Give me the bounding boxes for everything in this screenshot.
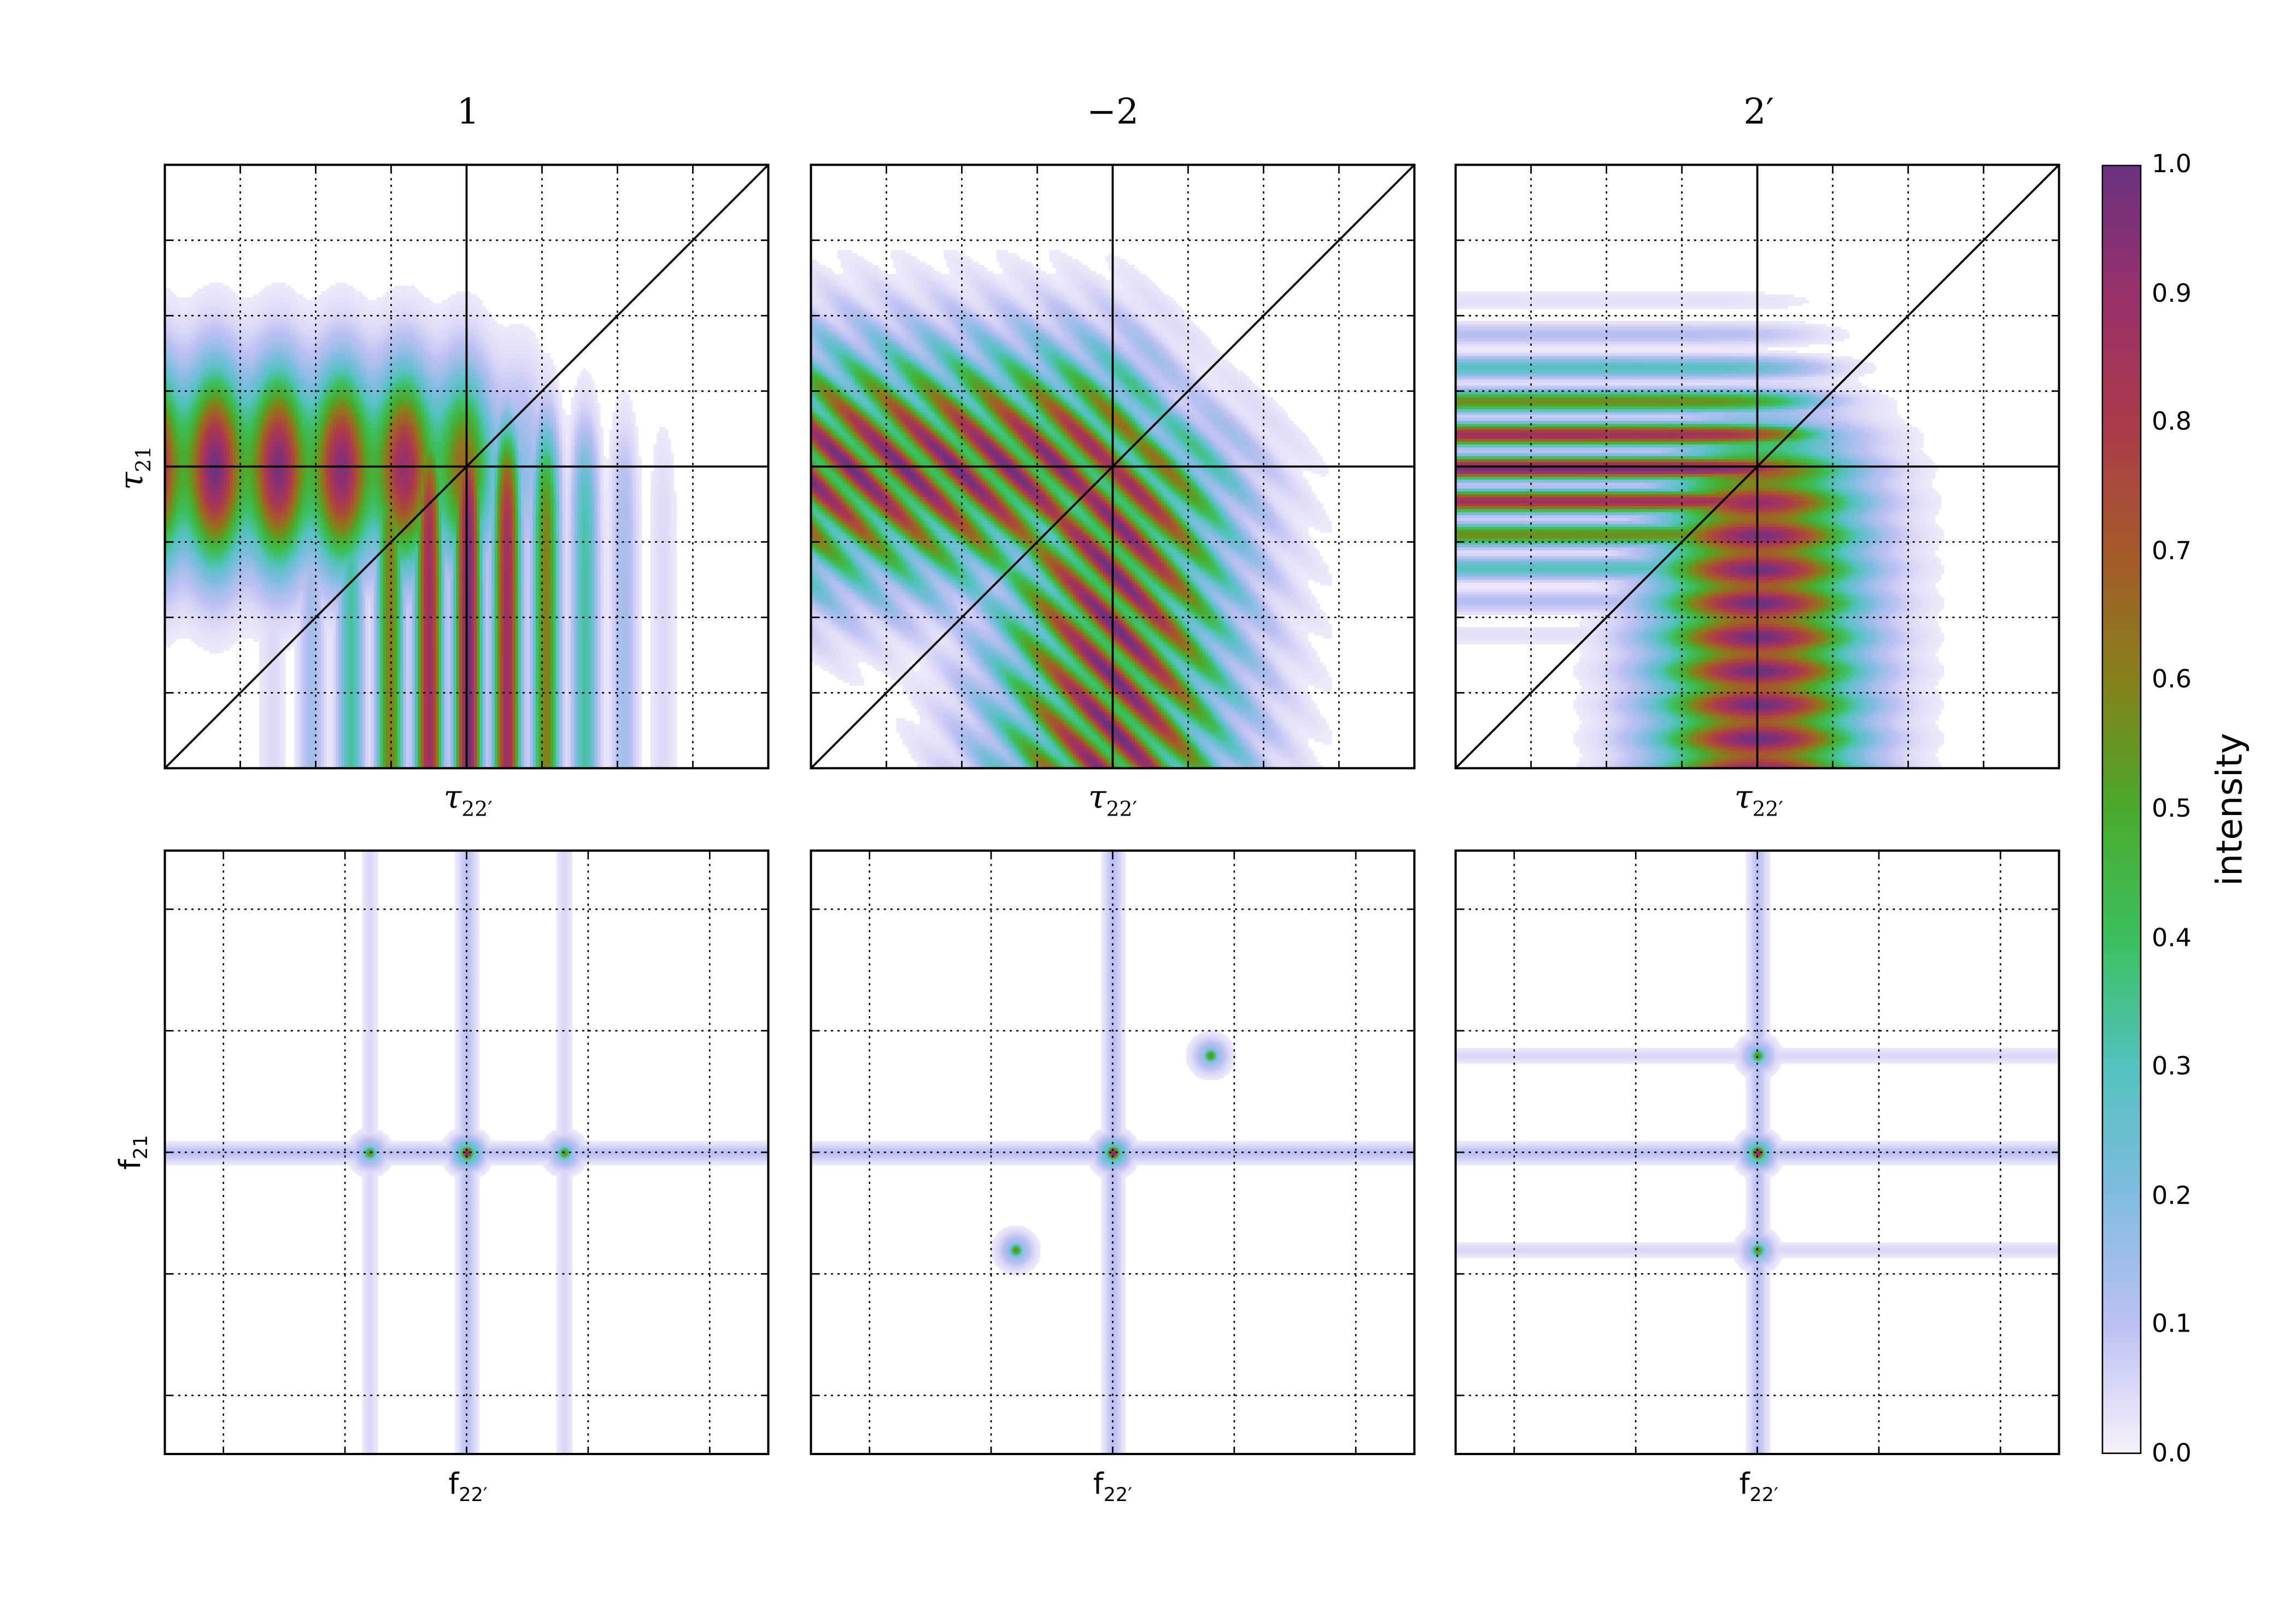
- diagonal-reference-line: [1455, 164, 2060, 769]
- ylabel-bottom: f21: [112, 1135, 153, 1170]
- xlabel-top-2: τ22′: [1088, 779, 1138, 822]
- diagonal-reference-line: [810, 164, 1415, 769]
- axes-frame-bottom-1: [163, 849, 770, 1455]
- colorbar-tick-label: 0.7: [2152, 537, 2192, 566]
- colorbar-tick-label: 0.5: [2152, 794, 2192, 824]
- colorbar-tick-label: 0.9: [2152, 279, 2192, 309]
- xlabel-bottom-1: f22′: [448, 1466, 488, 1507]
- xlabel-top-3: τ22′: [1734, 779, 1783, 822]
- axes-frame-top-3: [1454, 163, 2060, 770]
- colorbar-tick-label: 0.0: [2152, 1439, 2192, 1469]
- title-2: −2: [1086, 91, 1139, 133]
- colorbar-tick-label: 0.2: [2152, 1181, 2192, 1211]
- title-3: 2′: [1743, 91, 1774, 133]
- axes-frame-bottom-3: [1454, 849, 2060, 1455]
- diagonal-reference-line: [164, 164, 769, 769]
- colorbar-tick-label: 1.0: [2152, 150, 2192, 180]
- xlabel-bottom-2: f22′: [1093, 1466, 1133, 1507]
- colorbar-tick-label: 0.1: [2152, 1310, 2192, 1340]
- axes-frame-bottom-2: [810, 849, 1416, 1455]
- colorbar-label: intensity: [2209, 732, 2251, 886]
- colorbar-tick-label: 0.8: [2152, 408, 2192, 438]
- colorbar: [2101, 165, 2142, 1454]
- xlabel-top-1: τ22′: [443, 779, 493, 822]
- colorbar-tick-label: 0.6: [2152, 665, 2192, 695]
- axes-frame-top-2: [810, 163, 1416, 770]
- title-1: 1: [456, 91, 479, 133]
- xlabel-bottom-3: f22′: [1739, 1466, 1779, 1507]
- colorbar-tick-label: 0.3: [2152, 1052, 2192, 1082]
- ylabel-top: τ21: [114, 446, 156, 490]
- axes-frame-top-1: [163, 163, 770, 770]
- colorbar-tick-label: 0.4: [2152, 923, 2192, 953]
